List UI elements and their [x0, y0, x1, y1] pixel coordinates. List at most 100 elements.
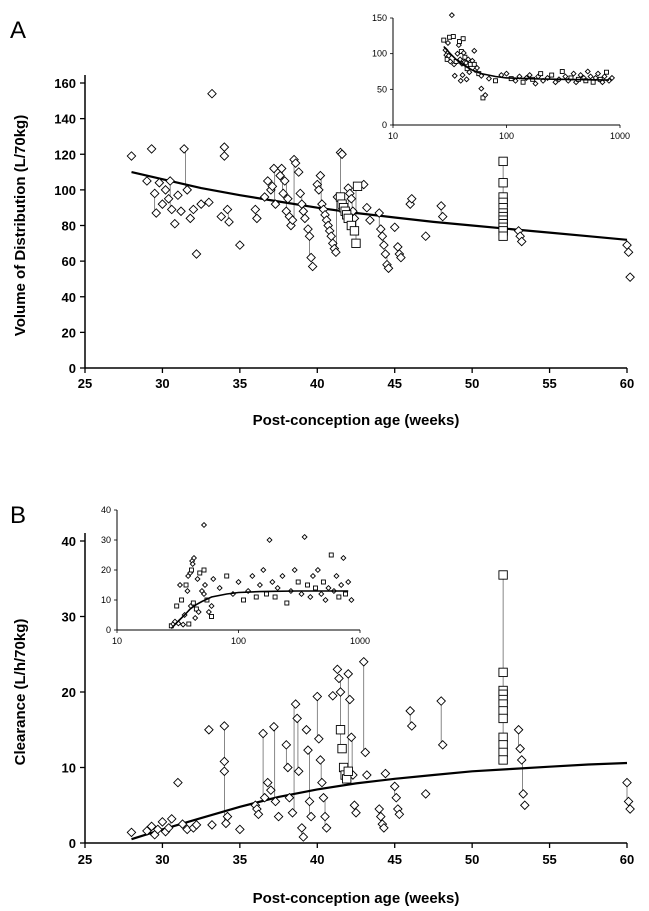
data-point-diamond: [146, 144, 157, 154]
inset-data-point-diamond: [210, 575, 217, 583]
inset-data-point-diamond: [594, 70, 602, 77]
data-point-diamond: [224, 217, 234, 227]
inset-data-point-diamond: [608, 74, 616, 81]
data-point-diamond: [379, 240, 389, 250]
inset-data-point-diamond: [466, 69, 473, 76]
data-point-diamond: [304, 796, 315, 807]
inset-y-tick-label: 40: [101, 505, 111, 515]
fit-curve: [131, 171, 628, 241]
x-axis-title: Post-conception age (weeks): [253, 412, 460, 429]
x-tick-label: 55: [542, 376, 556, 391]
inset-data-point-square: [241, 597, 246, 603]
data-point-diamond: [258, 728, 268, 739]
data-point-diamond: [437, 740, 448, 750]
data-point-diamond: [196, 199, 206, 209]
data-point-diamond: [163, 193, 174, 204]
data-point-diamond: [222, 811, 233, 822]
data-point-diamond: [374, 804, 385, 814]
data-point-diamond: [515, 743, 525, 754]
data-point-diamond: [346, 732, 357, 743]
inset-data-point-diamond: [340, 554, 347, 562]
data-point-diamond: [318, 792, 329, 803]
data-point-diamond: [622, 777, 632, 788]
data-point-diamond: [315, 170, 326, 181]
inset-data-point-square: [186, 621, 192, 627]
y-tick-label: 20: [62, 325, 76, 340]
data-point-diamond: [383, 263, 394, 274]
inset-data-point-diamond: [200, 521, 208, 529]
inset-data-point-square: [183, 582, 189, 588]
data-point-diamond: [267, 181, 278, 192]
x-tick-label: 55: [542, 852, 556, 867]
data-point-diamond: [151, 208, 162, 218]
data-point-diamond: [160, 185, 171, 195]
data-point-square: [498, 570, 508, 580]
inset-data-point-square: [444, 56, 450, 62]
x-tick-label: 40: [310, 376, 324, 391]
data-point-diamond: [405, 706, 416, 716]
inset-data-point-diamond: [314, 566, 321, 574]
data-point-square: [498, 231, 508, 241]
inset-chart: 10 100 1000 0 50 100 150: [372, 12, 630, 141]
inset-data-point-diamond: [192, 614, 199, 622]
inset-data-point-diamond: [189, 560, 196, 568]
data-point-diamond: [313, 733, 324, 744]
inset-data-point-diamond: [587, 73, 594, 80]
inset-data-point-square: [450, 34, 456, 39]
y-axis-title: Clearance (L/h/70kg): [12, 619, 29, 766]
inset-data-point-diamond: [260, 566, 267, 574]
data-point-diamond: [269, 163, 279, 174]
data-point-diamond: [219, 151, 230, 161]
y-tick-label: 0: [69, 836, 76, 851]
data-point-square: [352, 181, 363, 191]
data-point-diamond: [335, 687, 346, 697]
inset-x-tick-label: 100: [499, 131, 514, 141]
data-point-diamond: [166, 204, 177, 215]
data-point-diamond: [286, 220, 296, 231]
x-tick-label: 35: [233, 852, 247, 867]
inset-data-point-diamond: [235, 578, 242, 586]
data-point-square: [498, 713, 508, 724]
data-point-diamond: [360, 747, 371, 758]
y-tick-label: 0: [69, 361, 76, 376]
data-point-diamond: [516, 236, 527, 247]
data-point-diamond: [276, 163, 287, 174]
inset-data-point-square: [343, 591, 348, 597]
data-point-diamond: [317, 777, 327, 788]
inset-data-point-diamond: [451, 72, 458, 79]
inset-data-point-diamond: [208, 602, 215, 610]
y-tick-label: 10: [62, 761, 76, 776]
inset-data-point-square: [305, 582, 310, 588]
data-point-diamond: [252, 213, 262, 224]
inset-data-point-diamond: [473, 64, 481, 71]
data-point-diamond: [259, 192, 270, 202]
inset-data-point-diamond: [338, 581, 345, 589]
inset-data-point-diamond: [307, 593, 314, 601]
inset-data-point-diamond: [552, 79, 559, 86]
y-tick-label: 30: [62, 610, 76, 625]
data-point-diamond: [173, 190, 183, 201]
y-tick-label: 40: [62, 534, 76, 549]
inset-data-point-diamond: [309, 572, 316, 580]
data-point-diamond: [287, 215, 298, 225]
data-point-diamond: [154, 177, 165, 188]
inset-data-point-square: [272, 594, 278, 600]
inset-data-point-diamond: [274, 584, 281, 592]
inset-data-point-diamond: [577, 72, 584, 79]
data-point-diamond: [420, 789, 431, 799]
inset-y-tick-label: 0: [382, 120, 387, 130]
data-point-diamond: [313, 185, 324, 195]
inset-data-point-square: [336, 594, 342, 600]
inset-fit-curve: [170, 590, 349, 630]
data-point-diamond: [379, 823, 389, 833]
data-point-diamond: [304, 231, 315, 242]
x-tick-label: 30: [155, 376, 169, 391]
inset-data-point-diamond: [471, 47, 478, 54]
data-point-diamond: [149, 188, 160, 199]
data-point-diamond: [295, 188, 306, 199]
y-tick-label: 160: [54, 76, 76, 91]
inset-y-tick-label: 30: [101, 535, 111, 545]
x-tick-label: 50: [465, 852, 479, 867]
inset-data-point-diamond: [195, 608, 202, 616]
data-point-diamond: [362, 770, 372, 780]
